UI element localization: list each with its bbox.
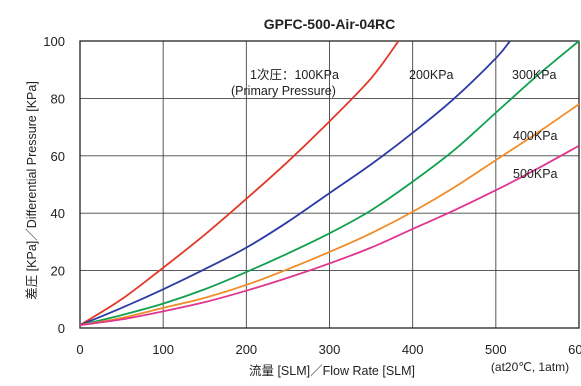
- x-tick-label: 200: [235, 342, 257, 357]
- y-axis-ticks: 0 20 40 60 80 100: [43, 34, 65, 336]
- x-tick-label: 600: [568, 342, 581, 357]
- y-tick-label: 0: [58, 321, 65, 336]
- series-annotations: 1次圧：100KPa (Primary Pressure) 200KPa 300KPa…: [231, 68, 558, 181]
- grid: [80, 41, 579, 328]
- y-tick-label: 40: [51, 206, 65, 221]
- plot-frame: [79, 40, 580, 329]
- x-tick-label: 400: [402, 342, 424, 357]
- y-tick-label: 60: [51, 149, 65, 164]
- y-tick-label: 80: [51, 91, 65, 106]
- series-line-0: [79, 40, 400, 326]
- y-axis-label: 差圧 [KPa]／Differential Pressure [KPa]: [25, 81, 39, 300]
- chart-title: GPFC-500-Air-04RC: [264, 16, 395, 32]
- series-lines: [79, 40, 580, 327]
- x-tick-label: 500: [485, 342, 507, 357]
- series-line-2: [79, 40, 580, 327]
- x-axis-label: 流量 [SLM]／Flow Rate [SLM]: [249, 364, 415, 378]
- series-label-3: 400KPa: [513, 129, 558, 143]
- series-line-3: [79, 103, 580, 327]
- x-tick-label: 0: [76, 342, 83, 357]
- x-axis-ticks: 0 100 200 300 400 500 600: [76, 342, 581, 357]
- series-label-2: 300KPa: [512, 68, 557, 82]
- y-tick-label: 100: [43, 34, 65, 49]
- x-tick-label: 100: [152, 342, 174, 357]
- series-label-0: 1次圧：100KPa: [250, 68, 339, 82]
- series-line-4: [79, 144, 580, 327]
- series-sublabel-0: (Primary Pressure): [231, 84, 336, 98]
- condition-note: (at20℃, 1atm): [491, 360, 569, 374]
- x-tick-label: 300: [319, 342, 341, 357]
- series-label-1: 200KPa: [409, 68, 454, 82]
- series-line-1: [79, 40, 511, 326]
- series-label-4: 500KPa: [513, 167, 558, 181]
- y-tick-label: 20: [51, 264, 65, 279]
